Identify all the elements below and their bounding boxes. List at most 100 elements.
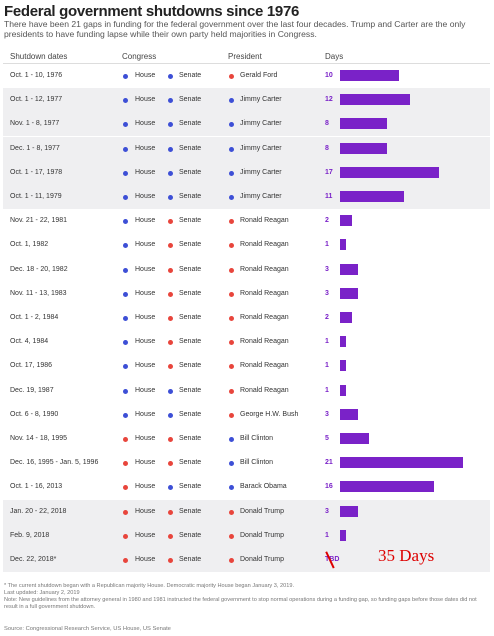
party-dot — [229, 437, 234, 442]
party-dot — [229, 485, 234, 491]
senate-dot — [168, 412, 173, 418]
president: Ronald Reagan — [240, 314, 289, 321]
row: Oct. 4, 1984 House Senate Ronald Reagan 1 — [3, 330, 490, 354]
house-label: House — [135, 168, 156, 176]
bar — [340, 384, 346, 396]
party-dot — [229, 74, 234, 79]
house-label: House — [135, 96, 156, 104]
date: Oct. 6 - 8, 1990 — [10, 410, 59, 418]
senate-dot — [168, 485, 173, 491]
row: Oct. 1 - 16, 2013 House Senate Barack Obama… — [3, 475, 490, 499]
row: Nov. 11 - 13, 1983 House Senate Ronald Reag… — [3, 282, 490, 306]
president: Ronald Reagan — [240, 289, 289, 297]
senate-dot — [168, 98, 173, 104]
party-dot — [229, 364, 234, 370]
senate-label: Senate — [179, 193, 202, 200]
senate-label: Senate — [179, 241, 202, 249]
senate-label: Senate — [179, 410, 202, 418]
days-label: 10 — [325, 72, 333, 79]
bar — [340, 94, 411, 106]
row: Dec. 16, 1995 - Jan. 5, 1996 House Senate B… — [3, 451, 490, 475]
senate-label: Senate — [179, 120, 202, 128]
senate-dot — [168, 74, 173, 79]
house-dot — [123, 485, 128, 491]
house-dot — [123, 388, 128, 394]
days-label: 17 — [325, 168, 333, 176]
senate-dot — [168, 219, 173, 225]
senate-label: Senate — [179, 338, 202, 346]
senate-dot — [168, 122, 173, 128]
days-label: 3 — [325, 289, 329, 297]
president: Ronald Reagan — [240, 217, 289, 225]
senate-label: Senate — [179, 265, 202, 273]
date: Oct. 4, 1984 — [10, 338, 49, 346]
house-dot — [123, 558, 128, 563]
date: Oct. 1 - 11, 1979 — [10, 193, 62, 200]
source: Source: Congressional Research Service, … — [4, 626, 171, 632]
party-dot — [229, 316, 234, 321]
senate-label: Senate — [179, 459, 202, 467]
footnotes: * The current shutdown began with a Repu… — [4, 583, 490, 611]
senate-dot — [168, 437, 173, 442]
row: Dec. 22, 2018* House Senate Donald Trump TBD… — [3, 546, 490, 572]
party-dot — [229, 219, 234, 225]
party-dot — [229, 509, 234, 515]
row: Oct. 1 - 10, 1976 House Senate Gerald Ford 1… — [3, 64, 490, 88]
bar — [340, 529, 346, 541]
house-label: House — [135, 362, 156, 370]
president: Jimmy Carter — [240, 96, 282, 104]
party-dot — [229, 243, 234, 249]
senate-dot — [168, 388, 173, 394]
date: Oct. 1 - 10, 1976 — [10, 72, 63, 79]
days-label: 1 — [325, 338, 329, 346]
senate-label: Senate — [179, 72, 202, 79]
date: Jan. 20 - 22, 2018 — [10, 507, 67, 515]
president: Bill Clinton — [240, 459, 274, 467]
house-dot — [123, 243, 128, 249]
days-label: 16 — [325, 483, 333, 491]
row: Oct. 1 - 2, 1984 House Senate Ronald Reagan… — [3, 306, 490, 330]
house-dot — [123, 316, 128, 321]
senate-label: Senate — [179, 168, 202, 176]
house-label: House — [135, 386, 156, 394]
date: Feb. 9, 2018 — [10, 531, 50, 539]
senate-label: Senate — [179, 96, 202, 104]
days-label: 1 — [325, 531, 329, 539]
bar — [340, 457, 463, 469]
bar — [340, 142, 387, 154]
house-dot — [123, 195, 128, 200]
president: Jimmy Carter — [240, 144, 282, 152]
senate-dot — [168, 316, 173, 321]
bar — [340, 312, 352, 323]
date: Dec. 19, 1987 — [10, 386, 54, 394]
date: Dec. 16, 1995 - Jan. 5, 1996 — [10, 459, 99, 467]
senate-dot — [168, 170, 173, 176]
row: Nov. 14 - 18, 1995 House Senate Bill Clinto… — [3, 427, 490, 451]
senate-dot — [168, 340, 173, 346]
date: Oct. 1 - 17, 1978 — [10, 168, 63, 176]
senate-dot — [168, 461, 173, 467]
party-dot — [229, 267, 234, 273]
house-dot — [123, 170, 128, 176]
bar — [340, 118, 387, 130]
party-dot — [229, 533, 234, 539]
house-dot — [123, 219, 128, 225]
date: Dec. 1 - 8, 1977 — [10, 144, 60, 152]
date: Oct. 17, 1986 — [10, 362, 53, 370]
row: Jan. 20 - 22, 2018 House Senate Donald Trum… — [3, 499, 490, 524]
house-dot — [123, 437, 128, 442]
bar — [340, 433, 370, 444]
subtitle: There have been 21 gaps in funding for t… — [4, 19, 466, 39]
bar — [340, 166, 440, 178]
house-label: House — [135, 289, 156, 297]
house-label: House — [135, 507, 156, 515]
party-dot — [229, 558, 234, 563]
days-label: 3 — [325, 410, 329, 418]
date: Nov. 11 - 13, 1983 — [10, 289, 67, 297]
footnote: Note: New guidelines from the attorney g… — [4, 597, 477, 610]
title: Federal government shutdowns since 1976 — [4, 3, 300, 20]
president: Ronald Reagan — [240, 362, 289, 370]
senate-label: Senate — [179, 144, 202, 152]
president: Barack Obama — [240, 483, 287, 491]
